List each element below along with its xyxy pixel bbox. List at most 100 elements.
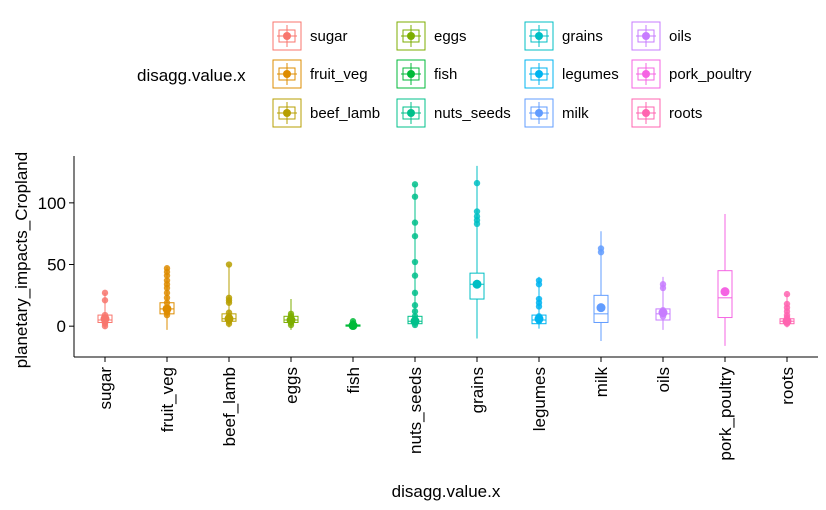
data-point bbox=[101, 289, 109, 297]
legend-item-fish: fish bbox=[396, 59, 457, 89]
data-point bbox=[411, 193, 419, 200]
x-tick-label: fish bbox=[344, 367, 363, 393]
data-point bbox=[411, 289, 419, 297]
mean-point bbox=[534, 314, 544, 324]
legend-key-box bbox=[530, 67, 548, 81]
data-point bbox=[473, 220, 481, 228]
data-point bbox=[101, 297, 109, 304]
legend-key-point bbox=[407, 32, 415, 40]
legend-label: grains bbox=[562, 28, 603, 45]
legend-label: pork_poultry bbox=[669, 66, 752, 83]
data-point bbox=[225, 299, 233, 306]
data-point bbox=[101, 322, 109, 330]
legend-key-point bbox=[283, 109, 291, 117]
legend-item-roots: roots bbox=[631, 98, 702, 128]
legend-label: roots bbox=[669, 105, 702, 122]
legend-label: milk bbox=[562, 105, 589, 122]
mean-point bbox=[224, 314, 234, 324]
mean-point bbox=[410, 316, 420, 326]
y-tick-label: 100 bbox=[38, 194, 66, 213]
legend-key-point bbox=[407, 70, 415, 78]
legend-label: legumes bbox=[562, 66, 619, 83]
y-axis-label: planetary_impacts_Cropland bbox=[12, 152, 31, 368]
legend-key-box bbox=[637, 67, 655, 81]
y-tick-label: 50 bbox=[47, 256, 66, 275]
legend-item-grains: grains bbox=[524, 21, 603, 51]
data-point bbox=[473, 179, 481, 187]
x-tick-label: pork_poultry bbox=[716, 367, 735, 461]
data-point bbox=[659, 284, 667, 292]
legend-label: nuts_seeds bbox=[434, 105, 511, 122]
mean-point bbox=[348, 321, 358, 331]
legend-item-milk: milk bbox=[524, 98, 589, 128]
mean-point bbox=[286, 315, 296, 325]
legend-key-point bbox=[535, 109, 543, 117]
legend-label: fruit_veg bbox=[310, 66, 368, 83]
mean-point bbox=[720, 287, 730, 297]
data-point bbox=[163, 272, 171, 279]
legend-key-point bbox=[535, 32, 543, 40]
box-oils bbox=[655, 276, 671, 330]
data-point bbox=[597, 248, 605, 256]
data-point bbox=[163, 284, 171, 292]
mean-point bbox=[782, 316, 792, 326]
legend-item-oils: oils bbox=[631, 21, 692, 51]
legend-key-box bbox=[278, 106, 296, 120]
legend-key-box bbox=[278, 67, 296, 81]
legend-key-point bbox=[283, 32, 291, 40]
data-point bbox=[411, 258, 419, 266]
legend-key-box bbox=[530, 29, 548, 43]
data-point bbox=[783, 290, 791, 298]
legend-key-point bbox=[535, 70, 543, 78]
data-point bbox=[163, 299, 171, 306]
data-point bbox=[411, 232, 419, 240]
legend-item-fruit_veg: fruit_veg bbox=[272, 59, 368, 89]
data-point bbox=[411, 272, 419, 279]
legend-item-pork_poultry: pork_poultry bbox=[631, 59, 752, 89]
box-eggs bbox=[283, 299, 299, 330]
data-point bbox=[411, 181, 419, 188]
box-beef_lamb bbox=[221, 261, 237, 328]
x-tick-label: roots bbox=[778, 367, 797, 405]
y-tick-label: 0 bbox=[57, 317, 66, 336]
legend-key-box bbox=[402, 67, 420, 81]
data-point bbox=[535, 281, 543, 288]
data-point bbox=[411, 308, 419, 315]
data-point bbox=[535, 303, 543, 310]
x-tick-label: sugar bbox=[96, 367, 115, 410]
data-point bbox=[163, 311, 171, 319]
legend-item-beef_lamb: beef_lamb bbox=[272, 98, 380, 128]
x-tick-label: fruit_veg bbox=[158, 367, 177, 432]
box-fruit_veg bbox=[159, 265, 175, 330]
legend-key-point bbox=[642, 32, 650, 40]
legend-label: sugar bbox=[310, 28, 348, 45]
x-tick-label: eggs bbox=[282, 367, 301, 404]
x-tick-label: legumes bbox=[530, 367, 549, 431]
legend-label: oils bbox=[669, 28, 692, 45]
legend-key-box bbox=[637, 29, 655, 43]
legend-title: disagg.value.x bbox=[137, 66, 246, 85]
legend-item-eggs: eggs bbox=[396, 21, 467, 51]
legend: disagg.value.x sugar fruit_veg beef_lamb eg… bbox=[137, 21, 752, 128]
mean-point bbox=[162, 304, 172, 314]
mean-point bbox=[472, 279, 482, 289]
box-grains bbox=[469, 165, 485, 339]
box-roots bbox=[779, 290, 795, 328]
data-point bbox=[411, 302, 419, 309]
x-tick-label: nuts_seeds bbox=[406, 367, 425, 454]
data-point bbox=[473, 208, 481, 215]
mean-point bbox=[596, 303, 606, 313]
legend-key-point bbox=[407, 109, 415, 117]
legend-item-sugar: sugar bbox=[272, 21, 348, 51]
box-sugar bbox=[97, 289, 113, 330]
legend-label: fish bbox=[434, 66, 457, 83]
box-legumes bbox=[531, 276, 547, 329]
x-tick-label: beef_lamb bbox=[220, 367, 239, 446]
box-fish bbox=[345, 318, 361, 331]
box-nuts_seeds bbox=[407, 181, 423, 329]
legend-item-legumes: legumes bbox=[524, 59, 619, 89]
x-axis-label: disagg.value.x bbox=[392, 482, 501, 501]
legend-label: eggs bbox=[434, 28, 467, 45]
box-milk bbox=[593, 231, 609, 341]
